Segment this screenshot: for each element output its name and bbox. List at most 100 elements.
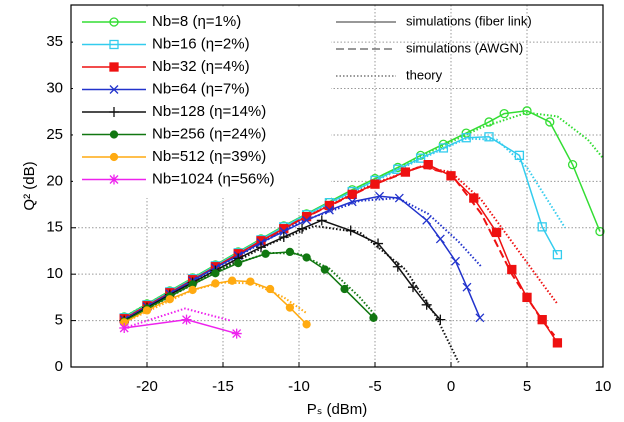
marker (109, 152, 119, 162)
marker (552, 338, 563, 348)
marker (234, 258, 243, 268)
x-tick-label: -10 (288, 378, 310, 395)
marker (552, 250, 563, 260)
x-axis-label: Pₛ (dBm) (307, 401, 368, 418)
marker (142, 306, 152, 315)
marker (491, 227, 502, 238)
marker (302, 215, 312, 225)
marker (545, 117, 555, 127)
marker (347, 197, 357, 207)
marker (408, 282, 418, 293)
marker (181, 314, 192, 325)
legend-label: theory (406, 67, 443, 82)
legend-label: simulations (AWGN) (406, 40, 523, 55)
marker (340, 284, 349, 294)
marker (499, 108, 509, 119)
marker (302, 320, 311, 329)
marker (421, 299, 432, 310)
marker (475, 313, 485, 323)
legend-label: Nb=1024 (η=56%) (152, 170, 275, 187)
marker (370, 179, 380, 189)
marker (507, 264, 517, 275)
y-tick-label: 15 (46, 219, 63, 236)
marker (324, 200, 335, 211)
marker (375, 191, 385, 201)
marker (109, 85, 119, 94)
marker (394, 193, 404, 203)
marker (265, 284, 275, 294)
y-tick-label: 0 (55, 358, 63, 375)
marker (435, 234, 445, 244)
legend-label: Nb=128 (η=14%) (152, 103, 266, 120)
marker (451, 256, 461, 266)
marker (302, 253, 311, 262)
legend-label: Nb=512 (η=39%) (152, 148, 266, 165)
marker (109, 174, 119, 185)
marker (285, 303, 295, 312)
marker (165, 295, 174, 304)
marker (392, 261, 403, 272)
series-line (123, 219, 441, 322)
marker (373, 238, 384, 249)
marker (246, 277, 255, 286)
y-tick-label: 10 (46, 265, 63, 282)
marker (522, 292, 532, 303)
y-tick-label: 25 (46, 126, 63, 143)
marker (261, 249, 270, 258)
marker (537, 315, 547, 325)
x-tick-label: -20 (136, 378, 158, 395)
marker (369, 313, 378, 322)
x-tick-label: -15 (212, 378, 234, 395)
marker (279, 227, 289, 236)
theory-line (123, 137, 566, 319)
marker (320, 265, 329, 274)
marker (461, 133, 471, 143)
theory-line (123, 251, 376, 323)
legend-box (73, 8, 331, 198)
marker (211, 269, 220, 278)
series-line (123, 251, 375, 323)
legend-label: Nb=256 (η=24%) (152, 125, 266, 142)
marker (345, 225, 356, 236)
legend-label: Nb=8 (η=1%) (152, 13, 241, 30)
marker (256, 242, 266, 253)
marker (109, 62, 119, 72)
marker (211, 279, 220, 288)
marker (422, 215, 432, 225)
marker (484, 117, 494, 127)
marker (595, 226, 605, 237)
marker (347, 189, 357, 200)
y-tick-label: 35 (46, 33, 63, 50)
x-tick-label: 10 (595, 378, 612, 395)
plot-frame (70, 4, 604, 368)
marker (297, 223, 308, 234)
legend-label: Nb=64 (η=7%) (152, 80, 250, 97)
theory-line (123, 197, 483, 321)
marker (400, 167, 411, 177)
marker (462, 282, 472, 292)
marker (514, 150, 525, 161)
marker (109, 17, 119, 27)
marker (316, 215, 327, 226)
marker (415, 153, 426, 163)
x-tick-label: 0 (447, 378, 455, 395)
x-tick-label: 5 (523, 378, 531, 395)
marker (109, 107, 119, 117)
marker (324, 205, 334, 215)
y-tick-label: 5 (55, 312, 63, 329)
marker (537, 222, 547, 232)
y-axis-label: Q² (dB) (21, 161, 38, 210)
legend-label: Nb=16 (η=2%) (152, 35, 250, 52)
marker (423, 160, 433, 170)
marker (285, 247, 295, 257)
marker (109, 39, 119, 50)
legend-label: simulations (fiber link) (406, 13, 532, 28)
marker (567, 160, 578, 170)
y-tick-label: 20 (46, 172, 63, 189)
series-line (123, 279, 308, 325)
theory-line (123, 307, 231, 329)
marker (438, 143, 449, 153)
marker (484, 132, 494, 142)
